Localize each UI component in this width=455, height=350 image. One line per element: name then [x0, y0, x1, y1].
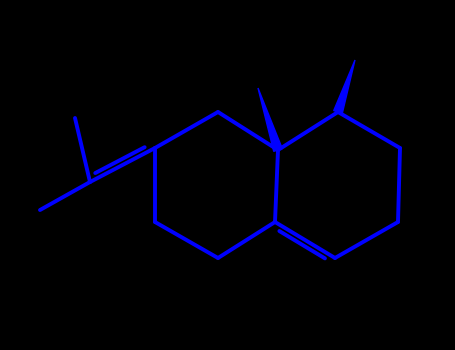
Polygon shape	[258, 88, 282, 152]
Polygon shape	[334, 60, 355, 113]
